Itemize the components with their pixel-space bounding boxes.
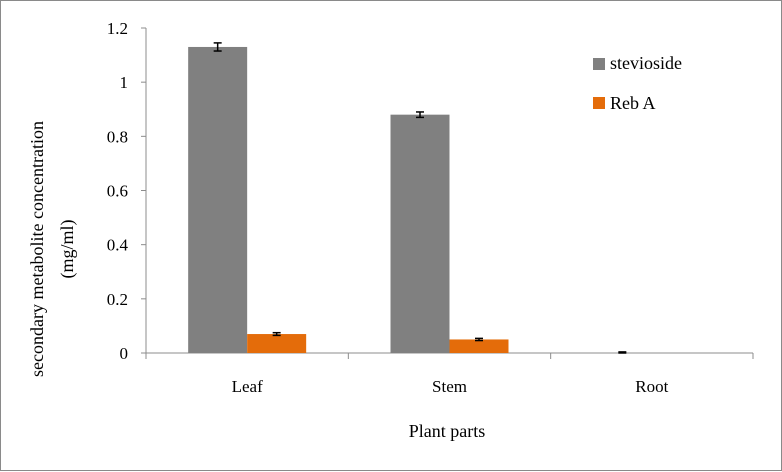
error-bar-stevioside-root (618, 351, 627, 354)
y-tick-label: 1 (120, 73, 129, 92)
error-bar-reb-a-stem (475, 337, 483, 342)
x-tick-label-root: Root (635, 377, 668, 396)
legend: stevioside Reb A (593, 53, 682, 113)
x-tick-label-leaf: Leaf (232, 377, 263, 396)
error-bar-stevioside-stem (416, 111, 424, 119)
y-tick-label: 0.8 (107, 127, 128, 146)
legend-swatch-reb-a (593, 97, 605, 109)
y-tick-label: 0.2 (107, 290, 128, 309)
legend-label-stevioside: stevioside (610, 53, 682, 73)
error-bar-stevioside-leaf (213, 42, 222, 52)
y-axis-ticks: 0 0.2 0.4 0.6 0.8 1 1.2 (107, 19, 146, 363)
bars (188, 42, 627, 354)
error-bar-reb-a-leaf (272, 331, 281, 337)
bar-stevioside-leaf (188, 46, 248, 353)
bar-reb-a-leaf (247, 334, 307, 353)
y-tick-label: 0.6 (107, 182, 128, 201)
y-tick-label: 0 (120, 344, 129, 363)
legend-swatch-stevioside (593, 58, 605, 70)
y-tick-label: 1.2 (107, 19, 128, 38)
x-axis-ticks: Leaf Stem Root (145, 353, 754, 396)
x-axis-title: Plant parts (409, 421, 486, 441)
y-axis-title-line-1: secondary metabolite concentration (27, 121, 47, 377)
x-tick-label-stem: Stem (432, 377, 467, 396)
y-tick-label: 0.4 (107, 236, 129, 255)
y-axis-title: secondary metabolite concentration (mg/m… (27, 121, 78, 377)
y-axis-title-line-2: (mg/ml) (57, 220, 78, 279)
bar-stevioside-stem (390, 114, 450, 354)
legend-label-reb-a: Reb A (610, 93, 656, 113)
bar-reb-a-stem (449, 339, 509, 353)
